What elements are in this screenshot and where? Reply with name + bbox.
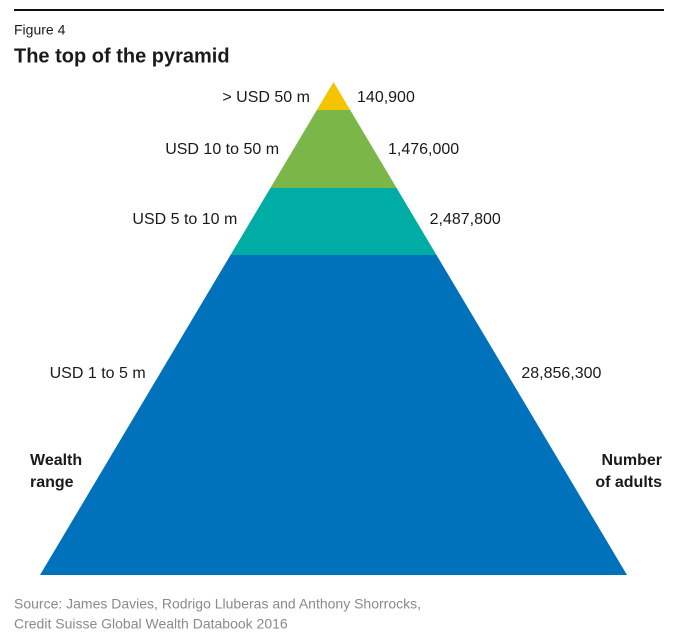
chart-title: The top of the pyramid	[14, 45, 230, 67]
value-label: 1,476,000	[388, 141, 459, 158]
value-label: 28,856,300	[521, 365, 601, 382]
category-label: > USD 50 m	[222, 89, 310, 106]
category-label: USD 1 to 5 m	[50, 365, 146, 382]
pyramid-segment	[270, 110, 397, 188]
right-axis-label: of adults	[595, 474, 662, 491]
value-label: 140,900	[357, 89, 415, 106]
pyramid-segment	[230, 188, 437, 255]
left-axis-label: range	[30, 474, 74, 491]
left-axis-label: Wealth	[30, 452, 82, 469]
pyramid-segment	[40, 255, 627, 575]
pyramid-segment	[316, 82, 351, 110]
figure-label: Figure 4	[14, 22, 66, 38]
right-axis-label: Number	[602, 452, 662, 469]
category-label: USD 5 to 10 m	[132, 211, 237, 228]
category-label: USD 10 to 50 m	[165, 141, 279, 158]
value-label: 2,487,800	[430, 211, 501, 228]
source: Source: James Davies, Rodrigo Lluberas a…	[14, 596, 421, 612]
source: Credit Suisse Global Wealth Databook 201…	[14, 616, 288, 632]
